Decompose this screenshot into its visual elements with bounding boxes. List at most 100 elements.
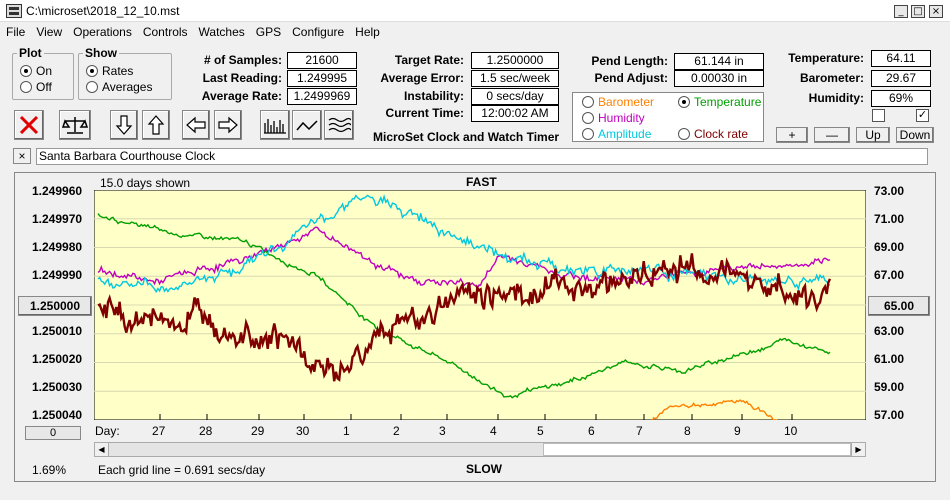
arrow-right-button[interactable]: [214, 110, 242, 140]
series-line: [651, 399, 778, 420]
right-tick-label: 63.00: [874, 324, 905, 338]
day-tick-label: 3: [439, 424, 446, 438]
average-error-label: Average Error:: [380, 71, 464, 85]
option-checkbox-2[interactable]: ✓: [916, 109, 929, 122]
left-tick-label: 1.250040: [32, 408, 83, 422]
scroll-right-icon[interactable]: ▶: [851, 443, 865, 456]
menu-watches[interactable]: Watches: [198, 25, 245, 39]
day-tick-label: 30: [296, 424, 310, 438]
sensor-clockrate-radio[interactable]: Clock rate: [678, 127, 748, 141]
left-tick-label: 1.249990: [32, 268, 83, 282]
clock-name-field[interactable]: Santa Barbara Courthouse Clock: [36, 148, 928, 165]
down-button[interactable]: Down: [896, 127, 934, 143]
left-tick-label: 1.249980: [32, 240, 83, 254]
arrow-up-button[interactable]: [142, 110, 170, 140]
zoom-percent: 1.69%: [32, 463, 67, 477]
clear-data-button[interactable]: [14, 110, 44, 140]
day-tick-label: 8: [684, 424, 691, 438]
menu-operations[interactable]: Operations: [73, 25, 132, 39]
last-reading-label: Last Reading:: [202, 71, 282, 85]
radio-selected-icon: [678, 96, 690, 108]
plot-on-radio[interactable]: On: [20, 64, 52, 78]
right-tick-label: 57.00: [874, 408, 905, 422]
pend-length-label: Pend Length:: [591, 54, 668, 68]
day-tick-label: 28: [199, 424, 213, 438]
bar-view-button[interactable]: [260, 110, 290, 140]
sensor-label: Temperature: [694, 95, 762, 109]
bar-graph-icon: [264, 119, 286, 134]
days-shown: 15.0 days shown: [100, 176, 191, 190]
sensor-label: Amplitude: [598, 127, 652, 141]
scroll-left-icon[interactable]: ◀: [95, 443, 109, 456]
arrow-left-button[interactable]: [182, 110, 210, 140]
line-view-button[interactable]: [292, 110, 322, 140]
sensor-temperature-radio[interactable]: Temperature: [678, 95, 761, 109]
close-clock-button[interactable]: ×: [13, 148, 31, 164]
menu-configure[interactable]: Configure: [292, 25, 345, 39]
menu-help[interactable]: Help: [355, 25, 380, 39]
day-tick-label: 4: [490, 424, 497, 438]
menu-bar: File View Operations Controls Watches GPS Conf…: [0, 22, 950, 42]
arrow-down-button[interactable]: [110, 110, 138, 140]
up-button[interactable]: Up: [856, 127, 890, 143]
right-tick-label: 69.00: [874, 240, 905, 254]
title-bar: C:\microset\2018_12_10.mst _ □ ×: [0, 0, 950, 22]
right-axis-center-button[interactable]: 65.00: [868, 296, 930, 316]
menu-controls[interactable]: Controls: [142, 25, 188, 39]
series-line: [97, 226, 831, 290]
left-axis-center-button[interactable]: 1.250000: [18, 296, 92, 316]
option-checkbox-1[interactable]: [872, 109, 885, 122]
barometer-label: Barometer:: [799, 71, 864, 85]
horizontal-scrollbar[interactable]: ◀ ▶: [94, 442, 866, 457]
instability-value: 0 secs/day: [471, 88, 559, 105]
menu-gps[interactable]: GPS: [255, 25, 282, 39]
temperature-value: 64.11: [871, 50, 931, 67]
left-tick-label: 1.249960: [32, 184, 83, 198]
minimize-button[interactable]: _: [894, 5, 908, 18]
left-tick-label: 1.250010: [32, 324, 83, 338]
app-heading: MicroSet Clock and Watch Timer: [373, 130, 560, 144]
wave-lines-icon: [328, 117, 351, 133]
grid-note: Each grid line = 0.691 secs/day: [98, 463, 266, 477]
minus-button[interactable]: —: [814, 127, 850, 143]
pend-adjust-value: 0.00030 in: [674, 70, 764, 87]
scrollbar-thumb[interactable]: [543, 443, 851, 456]
sensor-amplitude-radio[interactable]: Amplitude: [582, 127, 651, 141]
pend-adjust-label: Pend Adjust:: [594, 71, 668, 85]
plot-on-label: On: [36, 64, 53, 78]
sensor-selector: [572, 92, 764, 142]
menu-view[interactable]: View: [36, 25, 63, 39]
right-tick-label: 59.00: [874, 380, 905, 394]
show-averages-radio[interactable]: Averages: [86, 80, 152, 94]
sensor-barometer-radio[interactable]: Barometer: [582, 95, 654, 109]
left-tick-label: 1.250020: [32, 352, 83, 366]
close-button[interactable]: ×: [929, 5, 943, 18]
multi-line-view-button[interactable]: [324, 110, 354, 140]
day-tick-label: 29: [251, 424, 265, 438]
app-icon: [6, 4, 22, 18]
plus-button[interactable]: +: [776, 127, 808, 143]
sensor-humidity-radio[interactable]: Humidity: [582, 111, 645, 125]
right-tick-label: 73.00: [874, 184, 905, 198]
balance-button[interactable]: [59, 110, 91, 140]
humidity-label: Humidity:: [808, 91, 864, 105]
day-tick-label: 9: [734, 424, 741, 438]
series-line: [97, 213, 831, 399]
plot-off-radio[interactable]: Off: [20, 80, 52, 94]
plot-group: Plot: [12, 46, 74, 100]
offset-button[interactable]: 0: [25, 426, 81, 440]
target-rate-label: Target Rate:: [394, 53, 464, 67]
menu-file[interactable]: File: [6, 25, 26, 39]
humidity-value: 69%: [871, 90, 931, 107]
radio-selected-icon: [86, 65, 98, 77]
last-reading-value: 1.249995: [287, 70, 357, 87]
maximize-button[interactable]: □: [911, 5, 925, 18]
arrow-up-icon: [147, 115, 165, 135]
show-rates-radio[interactable]: Rates: [86, 64, 133, 78]
current-time-value: 12:00:02 AM: [471, 105, 559, 122]
radio-icon: [678, 128, 690, 140]
average-rate-value: 1.2499969: [287, 88, 357, 105]
average-rate-label: Average Rate:: [201, 89, 282, 103]
radio-icon: [582, 128, 594, 140]
slow-label: SLOW: [466, 462, 502, 476]
